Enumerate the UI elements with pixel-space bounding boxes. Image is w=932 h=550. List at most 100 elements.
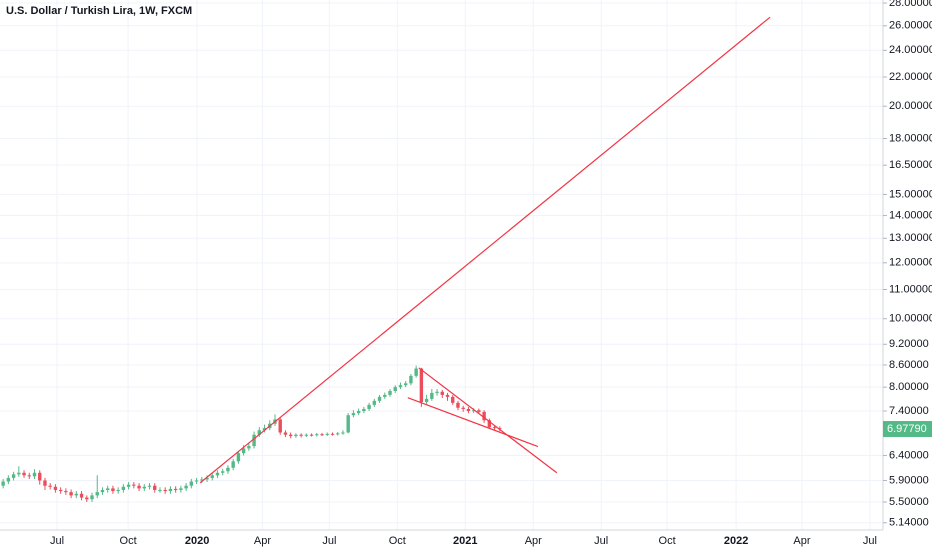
candle-body xyxy=(79,493,84,498)
candle-body xyxy=(398,385,403,388)
x-tick-label: 2020 xyxy=(185,535,209,547)
candle-body xyxy=(153,485,157,490)
candle-body xyxy=(1,481,5,486)
y-tick-label: 18.00000 xyxy=(889,132,932,144)
candle-body xyxy=(137,485,141,489)
y-tick-label: 7.40000 xyxy=(889,405,929,417)
candle-body xyxy=(341,432,345,434)
candle-body xyxy=(163,489,167,492)
x-tick-label: Oct xyxy=(659,535,676,547)
y-tick-label: 24.00000 xyxy=(889,44,932,56)
candle-body xyxy=(221,471,225,473)
candle-body xyxy=(377,396,382,401)
candle-body xyxy=(492,427,497,429)
candle-body xyxy=(315,434,319,436)
candle-body xyxy=(309,434,314,436)
x-tick-label: Oct xyxy=(389,535,406,547)
candle-body xyxy=(283,432,288,435)
y-tick-label: 13.00000 xyxy=(889,232,932,244)
trend-line xyxy=(407,397,539,448)
candle-body xyxy=(126,484,131,487)
candle-body xyxy=(205,477,209,480)
candle-body xyxy=(461,407,465,409)
candle-body xyxy=(346,415,350,433)
candle-body xyxy=(6,477,11,482)
y-tick-label: 22.00000 xyxy=(889,71,932,83)
candle-body xyxy=(194,480,199,482)
candle-body xyxy=(325,433,329,435)
x-tick-label: Oct xyxy=(120,535,137,547)
candle-body xyxy=(356,411,361,414)
y-tick-label: 5.14000 xyxy=(889,517,929,529)
candle-body xyxy=(111,488,115,492)
x-tick-label: Apr xyxy=(254,535,271,547)
candle-body xyxy=(11,474,16,478)
candle-body xyxy=(215,472,220,476)
grid xyxy=(0,0,883,530)
y-tick-label: 20.00000 xyxy=(889,100,932,112)
candle-body xyxy=(482,411,486,421)
candle-body xyxy=(304,434,309,436)
candle-body xyxy=(236,453,241,462)
candle-body xyxy=(451,396,455,403)
y-tick-label: 9.20000 xyxy=(889,338,929,350)
y-tick-label: 5.90000 xyxy=(889,474,929,486)
candle-body xyxy=(430,392,434,399)
candle-body xyxy=(445,394,450,397)
candle-body xyxy=(27,475,31,477)
candle-body xyxy=(210,475,214,478)
candle-body xyxy=(168,488,173,492)
candle-body xyxy=(435,391,439,393)
candle-body xyxy=(58,489,63,492)
last-price-tag xyxy=(883,421,932,438)
x-tick-label: Jul xyxy=(594,535,608,547)
candle-body xyxy=(179,488,183,490)
y-tick-label: 10.00000 xyxy=(889,313,932,325)
candle-body xyxy=(288,434,293,437)
candle-body xyxy=(498,428,502,430)
candle-body xyxy=(424,398,429,403)
candle-body xyxy=(189,481,194,486)
candle-body xyxy=(147,485,152,487)
candle-body xyxy=(252,434,256,447)
y-tick-label: 8.00000 xyxy=(889,381,929,393)
candle-body xyxy=(388,390,392,395)
chart-title: U.S. Dollar / Turkish Lira, 1W, FXCM xyxy=(6,5,192,17)
y-tick-label: 8.60000 xyxy=(889,359,929,371)
y-tick-label: 14.00000 xyxy=(889,209,932,221)
candle-body xyxy=(32,472,37,477)
candle-body xyxy=(95,492,99,496)
last-price-label: 6.97790 xyxy=(887,423,927,435)
candle-body xyxy=(294,434,298,437)
candle-body xyxy=(173,488,178,490)
candle-body xyxy=(383,394,387,397)
x-tick-label: Jul xyxy=(863,535,877,547)
candle-body xyxy=(299,434,303,436)
candle-body xyxy=(74,493,79,496)
x-tick-label: Jul xyxy=(50,535,64,547)
candle-body xyxy=(262,428,267,431)
y-tick-label: 15.00000 xyxy=(889,188,932,200)
candle-body xyxy=(414,368,418,376)
candle-body xyxy=(403,383,408,386)
candle-body xyxy=(43,480,47,486)
y-tick-label: 11.00000 xyxy=(889,283,932,295)
candle-body xyxy=(320,434,324,436)
x-tick-label: Apr xyxy=(793,535,810,547)
y-tick-label: 5.50000 xyxy=(889,496,929,508)
candle-body xyxy=(184,485,188,489)
candle-body xyxy=(466,408,471,412)
candle-body xyxy=(22,472,26,476)
candle-body xyxy=(456,402,460,408)
candle-body xyxy=(142,486,146,489)
candle-body xyxy=(231,461,235,468)
candle-body xyxy=(69,492,73,496)
candle-body xyxy=(241,448,246,454)
candle-body xyxy=(477,410,481,412)
candle-body xyxy=(226,467,230,472)
candle-body xyxy=(90,495,94,500)
trend-line xyxy=(199,16,771,484)
trend-line xyxy=(418,367,558,474)
